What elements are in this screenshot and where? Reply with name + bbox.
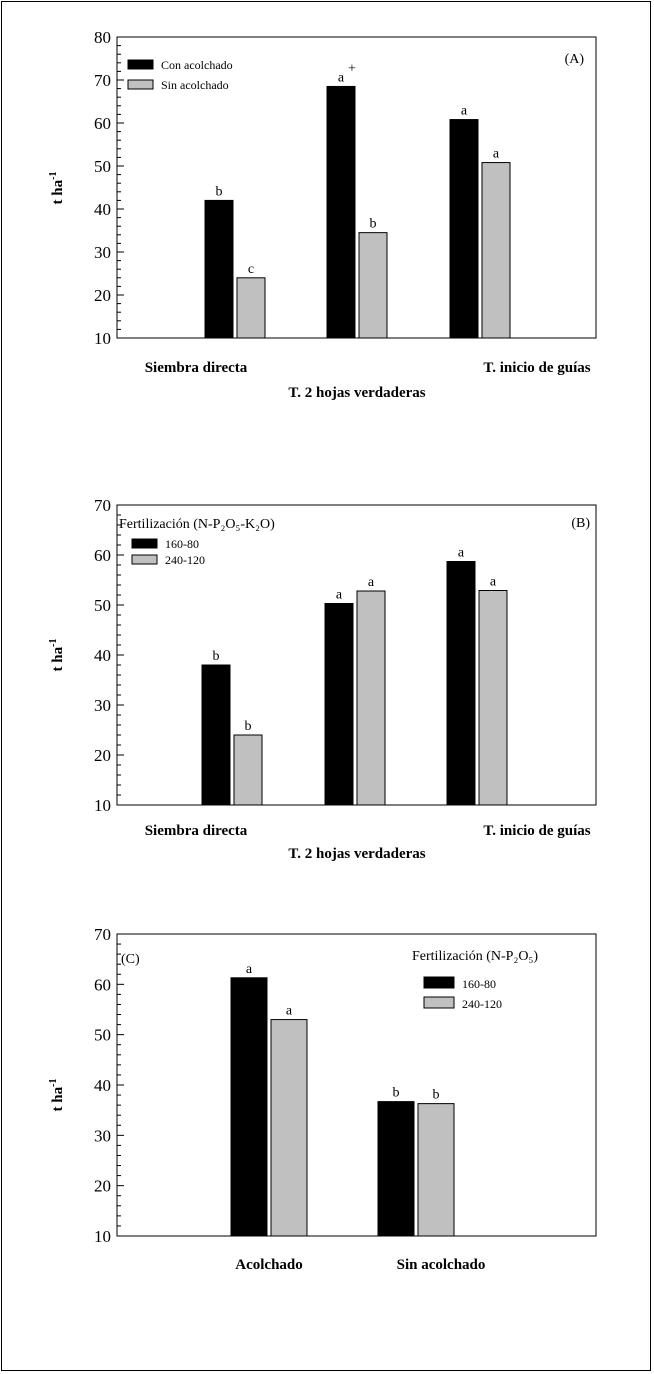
bar-1 (449, 119, 479, 339)
bar-1 (230, 977, 268, 1237)
chart-panel-2: 10 20 30 40 50 60 70 t ha-1 Siembra directa T. 2 … (48, 496, 597, 862)
y-tick-label: 40 (94, 646, 111, 665)
significance-label: b (213, 649, 220, 664)
y-tick-label: 30 (94, 243, 111, 262)
legend-entry: 160-80 (165, 537, 199, 551)
category-label: Acolchado (235, 1257, 303, 1273)
legend-entry: 160-80 (462, 977, 496, 991)
significance-label: b (245, 719, 252, 734)
significance-label: b (370, 217, 377, 232)
chart-panel-3: 10 20 30 40 50 60 70 t ha-1 Acolchado Sin acolcha… (48, 925, 597, 1273)
significance-label: b (433, 1088, 440, 1103)
plot-frame (116, 933, 597, 1237)
plot-frame (116, 36, 597, 339)
chart-panel-1: 10 20 30 40 50 60 70 80 t ha-1 Siembra directa T. … (48, 28, 597, 401)
category-label: Sin acolchado (397, 1257, 486, 1273)
y-tick-label: 10 (94, 796, 111, 815)
significance-label: a (461, 104, 468, 119)
category-label: T. 2 hojas verdaderas (288, 846, 425, 862)
significance-superscript: + (348, 61, 356, 76)
y-tick-label: 70 (94, 496, 111, 515)
panel-tag: (C) (121, 952, 140, 967)
y-tick-label: 80 (94, 28, 111, 47)
significance-label: a (286, 1004, 293, 1019)
significance-label: a (336, 588, 343, 603)
y-tick-label: 50 (94, 157, 111, 176)
y-tick-label: 50 (94, 1026, 111, 1045)
y-tick-label: 30 (94, 1126, 111, 1145)
y-tick-label: 30 (94, 696, 111, 715)
y-tick-label: 50 (94, 596, 111, 615)
y-tick-label: 20 (94, 1177, 111, 1196)
y-axis-label: t ha-1 (48, 172, 66, 205)
bar-1 (326, 85, 356, 339)
y-tick-label: 10 (94, 1227, 111, 1246)
significance-label: b (393, 1086, 400, 1101)
bar-1 (204, 199, 234, 339)
legend-swatch (127, 59, 154, 70)
bar-1 (324, 603, 354, 806)
legend-entry: 240-120 (462, 997, 502, 1011)
bar-2 (417, 1103, 455, 1237)
y-axis-label: t ha-1 (48, 639, 66, 672)
y-tick-label: 40 (94, 200, 111, 219)
bar-2 (236, 277, 266, 339)
bar-2 (233, 734, 263, 806)
legend-entry: Con acolchado (161, 58, 233, 72)
legend-swatch (131, 554, 158, 565)
bar-2 (356, 590, 386, 806)
significance-label: a (493, 147, 500, 162)
bar-1 (377, 1101, 415, 1237)
y-tick-label: 20 (94, 746, 111, 765)
category-label: Siembra directa (145, 360, 248, 376)
significance-label: a (458, 546, 465, 561)
y-tick-label: 60 (94, 546, 111, 565)
legend-title: Fertilización (N-P₂O₅-K₂O) (119, 517, 275, 532)
significance-label: c (248, 262, 254, 277)
significance-label: a (338, 70, 345, 85)
y-tick-label: 70 (94, 71, 111, 90)
legend-swatch (131, 538, 158, 549)
bar-1 (201, 664, 231, 806)
legend-swatch (423, 976, 455, 989)
category-label: T. inicio de guías (483, 360, 590, 376)
y-tick-label: 10 (94, 329, 111, 348)
category-label: T. inicio de guías (483, 823, 590, 839)
y-tick-label: 60 (94, 114, 111, 133)
panel-tag: (B) (571, 516, 590, 531)
y-tick-label: 70 (94, 925, 111, 944)
y-axis-label: t ha-1 (48, 1079, 66, 1112)
legend-title: Fertilización (N-P₂O₅) (412, 949, 538, 964)
bar-2 (358, 232, 388, 339)
category-label: T. 2 hojas verdaderas (288, 385, 425, 401)
bar-2 (481, 162, 511, 339)
significance-label: a (490, 575, 497, 590)
bar-1 (446, 561, 476, 806)
legend-swatch (127, 79, 154, 90)
bar-2 (478, 590, 508, 806)
y-tick-label: 60 (94, 975, 111, 994)
bar-2 (270, 1019, 308, 1237)
legend-entry: Sin acolchado (161, 78, 229, 92)
y-tick-label: 40 (94, 1076, 111, 1095)
legend-entry: 240-120 (165, 553, 205, 567)
significance-label: a (368, 575, 375, 590)
panel-tag: (A) (565, 52, 585, 67)
significance-label: a (246, 962, 253, 977)
legend-swatch (423, 996, 455, 1009)
significance-label: b (216, 184, 223, 199)
category-label: Siembra directa (145, 823, 248, 839)
y-tick-label: 20 (94, 286, 111, 305)
